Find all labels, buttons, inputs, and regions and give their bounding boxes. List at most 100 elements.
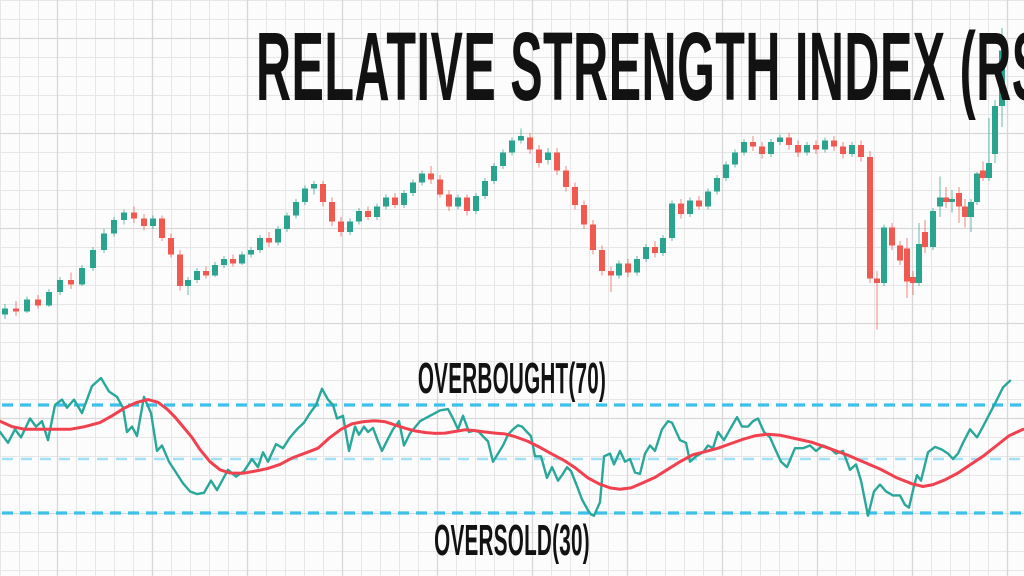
candle-down	[904, 248, 910, 282]
candlestick-panel	[2, 28, 1005, 330]
candle-up	[482, 181, 488, 196]
candle-down	[230, 259, 236, 264]
oversold-label: OVERSOLD(30)	[434, 516, 590, 565]
candle-up	[974, 173, 980, 202]
candle-down	[786, 137, 792, 145]
candle-up	[916, 244, 922, 283]
candle-down	[889, 227, 895, 246]
candle-down	[527, 137, 533, 150]
candle-down	[581, 205, 587, 225]
candle-up	[741, 142, 747, 153]
candle-down	[141, 218, 147, 226]
candle-up	[509, 140, 515, 153]
candle-down	[590, 224, 596, 250]
candle-down	[329, 202, 335, 222]
candle-down	[464, 197, 470, 211]
candle-up	[121, 212, 127, 220]
candle-down	[68, 280, 74, 285]
candle-down	[696, 200, 702, 207]
candle-down	[266, 238, 272, 243]
candle-down	[956, 193, 962, 207]
candle-down	[554, 152, 560, 171]
candle-down	[536, 149, 542, 163]
candle-down	[13, 308, 19, 312]
candle-down	[867, 157, 873, 279]
candle-up	[284, 215, 290, 229]
candle-down	[678, 203, 684, 214]
candle-up	[669, 203, 675, 238]
candle-down	[365, 211, 371, 217]
candle-down	[572, 187, 578, 205]
candle-down	[759, 146, 765, 154]
candle-down	[813, 145, 819, 150]
candle-up	[57, 280, 63, 292]
candle-down	[831, 140, 837, 147]
candle-up	[687, 200, 693, 214]
candle-up	[419, 173, 425, 183]
candle-down	[652, 247, 658, 253]
candle-up	[248, 250, 254, 255]
candle-down	[897, 245, 903, 261]
candle-down	[840, 146, 846, 154]
candle-up	[311, 184, 317, 189]
candle-down	[131, 212, 137, 219]
candle-up	[822, 140, 828, 150]
candle-up	[992, 106, 998, 154]
candle-down	[437, 179, 443, 195]
candle-down	[625, 263, 631, 273]
candle-down	[338, 221, 344, 232]
candle-up	[616, 263, 622, 276]
rsi-levels	[2, 403, 1022, 515]
candle-up	[500, 152, 506, 166]
candle-up	[714, 178, 720, 192]
candle-down	[446, 194, 452, 207]
candle-up	[185, 280, 191, 286]
candle-down	[962, 206, 968, 217]
candle-up	[302, 188, 308, 202]
candle-up	[723, 164, 729, 178]
page-title: RELATIVE STRENGTH INDEX (RSI)	[256, 12, 1024, 121]
candle-up	[999, 50, 1005, 106]
candle-up	[2, 308, 8, 315]
rsi-lines	[0, 376, 1024, 517]
candle-down	[922, 232, 928, 247]
candle-up	[374, 206, 380, 217]
candle-up	[239, 254, 245, 264]
candle-down	[943, 197, 949, 202]
candle-down	[392, 197, 398, 205]
candle-up	[90, 250, 96, 268]
candle-up	[949, 199, 955, 202]
candle-up	[212, 265, 218, 276]
candle-up	[221, 259, 227, 265]
candle-up	[46, 292, 52, 306]
candle-up	[111, 220, 117, 234]
candle-down	[750, 142, 756, 147]
candle-up	[101, 233, 107, 250]
candle-down	[599, 250, 605, 271]
candle-down	[203, 271, 209, 276]
candle-down	[320, 184, 326, 202]
candle-up	[275, 229, 281, 243]
candle-down	[858, 145, 864, 157]
candle-up	[545, 152, 551, 160]
candle-down	[910, 277, 916, 283]
candle-up	[518, 136, 524, 141]
candle-up	[881, 227, 887, 283]
candle-up	[986, 163, 992, 178]
candle-up	[491, 166, 497, 181]
candle-up	[401, 193, 407, 205]
candle-down	[874, 278, 880, 283]
candle-down	[35, 299, 41, 306]
candle-up	[705, 191, 711, 207]
candle-up	[347, 221, 353, 232]
candle-down	[563, 170, 569, 187]
candle-up	[768, 142, 774, 154]
candle-up	[410, 182, 416, 193]
candle-up	[643, 247, 649, 259]
candle-down	[428, 173, 434, 180]
candle-up	[968, 202, 974, 217]
candle-up	[777, 137, 783, 142]
